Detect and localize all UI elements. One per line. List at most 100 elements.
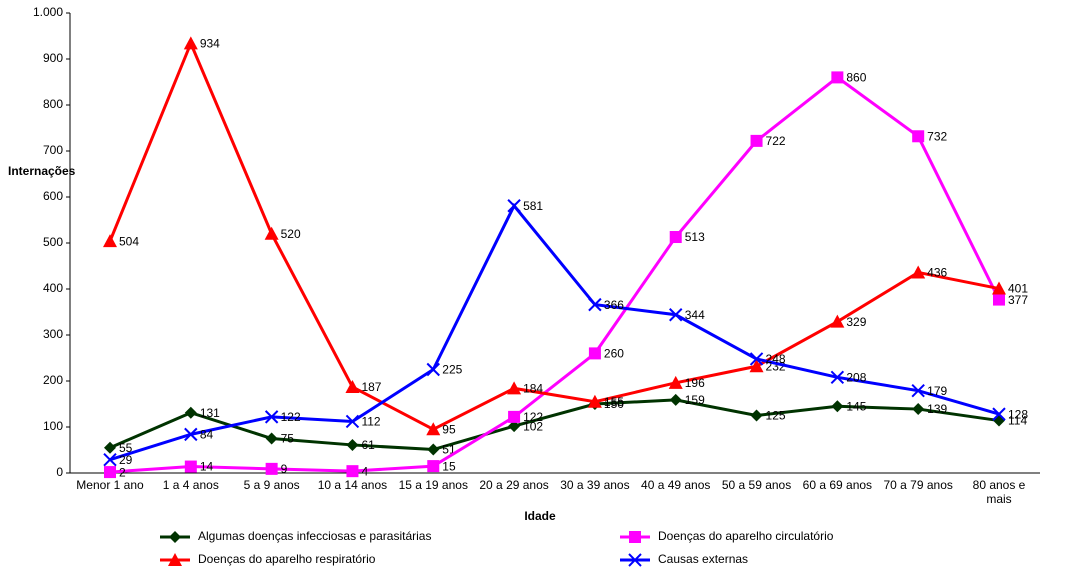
marker xyxy=(427,460,440,473)
series-line xyxy=(109,398,1000,452)
marker xyxy=(104,466,116,479)
x-tick-label: 10 a 14 anos xyxy=(317,478,388,492)
marker xyxy=(750,409,763,422)
marker xyxy=(749,352,764,366)
marker xyxy=(508,420,521,433)
data-label: 860 xyxy=(846,71,866,85)
data-label: 61 xyxy=(361,438,375,452)
data-label: 75 xyxy=(281,432,295,446)
marker xyxy=(104,441,116,454)
data-label: 29 xyxy=(119,453,133,467)
data-label: 4 xyxy=(361,464,368,478)
data-label: 159 xyxy=(685,393,705,407)
data-label: 155 xyxy=(604,395,624,409)
x-tick-label: 5 a 9 anos xyxy=(243,478,300,492)
marker xyxy=(184,460,197,473)
marker xyxy=(427,443,440,456)
y-tick-label: 200 xyxy=(43,373,63,387)
marker xyxy=(831,400,844,413)
marker xyxy=(911,383,925,398)
data-label: 329 xyxy=(846,315,866,329)
marker xyxy=(993,414,1005,427)
marker xyxy=(183,36,198,50)
marker xyxy=(345,379,360,393)
data-label: 184 xyxy=(523,382,543,396)
marker xyxy=(168,553,182,566)
marker xyxy=(169,531,181,543)
data-label: 102 xyxy=(523,419,543,433)
marker xyxy=(669,308,683,322)
x-tick-label: 50 a 59 anos xyxy=(721,478,792,492)
legend-label: Doenças do aparelho respiratório xyxy=(198,552,376,566)
y-tick-label: 1.000 xyxy=(33,5,63,19)
x-tick-label: 15 a 19 anos xyxy=(398,478,468,492)
marker xyxy=(345,414,360,429)
marker xyxy=(265,432,278,445)
data-label: 934 xyxy=(200,37,220,51)
marker xyxy=(508,410,521,423)
marker xyxy=(629,531,641,543)
x-tick-label: 70 a 79 anos xyxy=(883,478,953,492)
data-label: 513 xyxy=(685,230,705,244)
x-tick-label: 60 a 69 anos xyxy=(802,478,873,492)
x-tick-label: 1 a 4 anos xyxy=(162,478,219,492)
marker xyxy=(103,452,117,467)
data-label: 84 xyxy=(200,428,214,442)
series-line xyxy=(108,39,1000,431)
data-label: 196 xyxy=(685,376,705,390)
data-label: 128 xyxy=(1008,407,1028,421)
marker xyxy=(830,314,845,328)
data-label: 2 xyxy=(119,465,126,479)
marker xyxy=(668,375,683,389)
legend-label: Causas externas xyxy=(658,552,748,566)
data-label: 722 xyxy=(766,134,786,148)
marker xyxy=(992,281,1006,295)
data-label: 95 xyxy=(442,422,456,436)
data-label: 225 xyxy=(442,363,462,377)
marker xyxy=(265,462,278,475)
series-line xyxy=(109,202,1000,462)
y-tick-label: 800 xyxy=(43,97,63,111)
y-tick-label: 500 xyxy=(43,235,63,249)
data-label: 14 xyxy=(200,460,214,474)
marker xyxy=(103,234,117,248)
marker xyxy=(749,359,764,373)
x-tick-label: 80 anos e mais xyxy=(972,478,1026,506)
y-tick-label: 600 xyxy=(43,189,63,203)
y-tick-label: 100 xyxy=(43,419,63,433)
legend-label: Doenças do aparelho circulatório xyxy=(658,529,834,543)
data-label: 131 xyxy=(200,406,220,420)
data-label: 248 xyxy=(766,352,786,366)
marker xyxy=(264,226,279,240)
marker xyxy=(346,465,359,478)
data-label: 179 xyxy=(927,384,947,398)
marker xyxy=(669,231,682,244)
data-label: 401 xyxy=(1008,282,1028,296)
data-label: 145 xyxy=(846,399,866,413)
x-tick-label: 20 a 29 anos xyxy=(479,478,549,492)
data-label: 581 xyxy=(523,199,543,213)
marker xyxy=(588,347,601,360)
data-label: 114 xyxy=(1008,414,1027,428)
series-line xyxy=(109,75,1001,474)
y-tick-label: 900 xyxy=(43,51,63,65)
marker xyxy=(587,394,602,408)
data-label: 520 xyxy=(281,227,301,241)
data-label: 504 xyxy=(119,234,139,248)
y-tick-label: 0 xyxy=(56,465,63,479)
data-label: 125 xyxy=(766,409,786,423)
marker xyxy=(184,406,197,419)
y-tick-label: 300 xyxy=(43,327,63,341)
marker xyxy=(184,427,198,442)
marker xyxy=(750,134,763,147)
marker xyxy=(264,410,279,424)
marker xyxy=(911,265,926,279)
marker xyxy=(912,130,925,143)
data-label: 377 xyxy=(1008,293,1028,307)
x-tick-label: 30 a 39 anos xyxy=(560,478,630,492)
marker xyxy=(507,199,521,213)
data-label: 122 xyxy=(523,410,543,424)
data-label: 122 xyxy=(281,410,301,424)
